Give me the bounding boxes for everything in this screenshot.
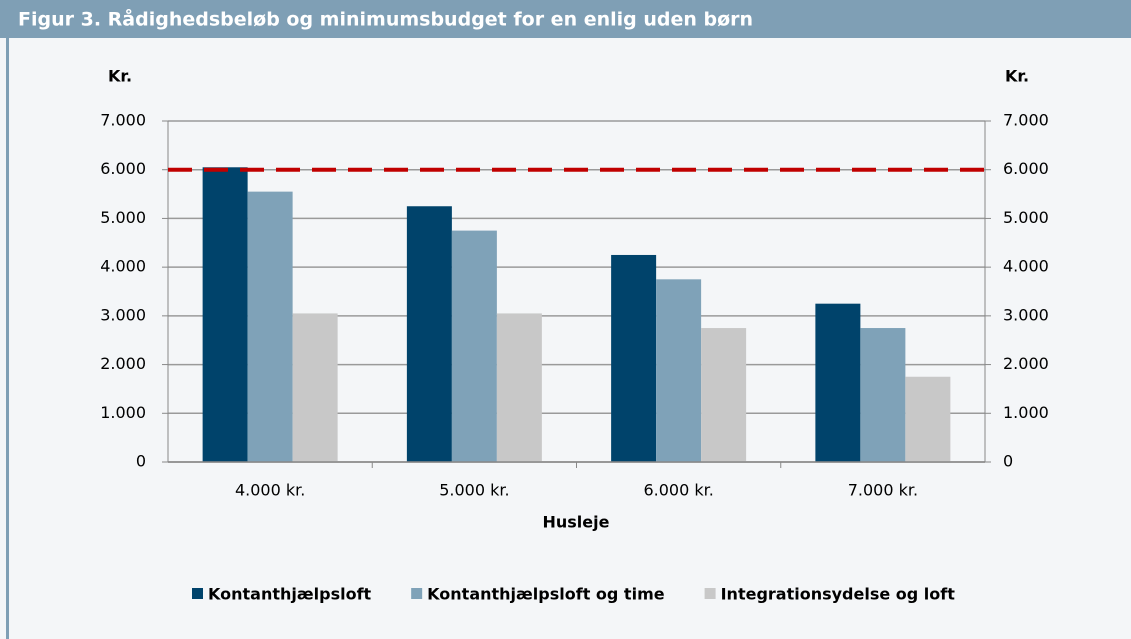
bar — [496, 313, 542, 462]
y2-tick-label: 5.000 — [1003, 208, 1049, 227]
y-tick-label: 4.000 — [100, 257, 146, 276]
legend-label: Kontanthjælpsloft — [208, 585, 372, 604]
x-tick-label: 5.000 kr. — [439, 481, 509, 500]
y2-tick-label: 0 — [1003, 452, 1013, 471]
x-tick-label: 6.000 kr. — [643, 481, 713, 500]
panel-border — [6, 38, 9, 639]
legend-label: Kontanthjælpsloft og time — [427, 585, 665, 604]
y-tick-label: 3.000 — [100, 305, 146, 324]
bar — [905, 376, 951, 462]
bar — [451, 230, 497, 462]
bar — [292, 313, 338, 462]
legend-label: Integrationsydelse og loft — [721, 585, 956, 604]
chart-title: Figur 3. Rådighedsbeløb og minimumsbudge… — [18, 7, 753, 31]
x-tick-label: 7.000 kr. — [848, 481, 918, 500]
y-tick-label: 6.000 — [100, 159, 146, 178]
bar — [611, 254, 657, 462]
y2-axis-title: Kr. — [1005, 67, 1029, 86]
y2-tick-label: 4.000 — [1003, 257, 1049, 276]
bar — [247, 191, 293, 462]
y-axis-title: Kr. — [108, 67, 132, 86]
y2-tick-label: 1.000 — [1003, 403, 1049, 422]
y2-tick-label: 6.000 — [1003, 159, 1049, 178]
bar — [701, 328, 747, 462]
y-tick-label: 7.000 — [100, 111, 146, 130]
x-axis-title: Husleje — [543, 513, 610, 532]
legend-swatch — [411, 588, 423, 599]
x-tick-label: 4.000 kr. — [235, 481, 305, 500]
bar — [406, 206, 452, 462]
y-tick-label: 0 — [136, 452, 146, 471]
bar — [860, 328, 906, 462]
y2-tick-label: 3.000 — [1003, 305, 1049, 324]
y2-tick-label: 7.000 — [1003, 111, 1049, 130]
legend-swatch — [704, 588, 716, 599]
bar — [656, 279, 702, 462]
y-tick-label: 1.000 — [100, 403, 146, 422]
y-tick-label: 2.000 — [100, 354, 146, 373]
header-bar — [0, 0, 1131, 38]
legend-swatch — [192, 588, 203, 599]
y2-tick-label: 2.000 — [1003, 354, 1049, 373]
bar — [202, 167, 248, 462]
y-tick-label: 5.000 — [100, 208, 146, 227]
bar — [815, 303, 861, 462]
